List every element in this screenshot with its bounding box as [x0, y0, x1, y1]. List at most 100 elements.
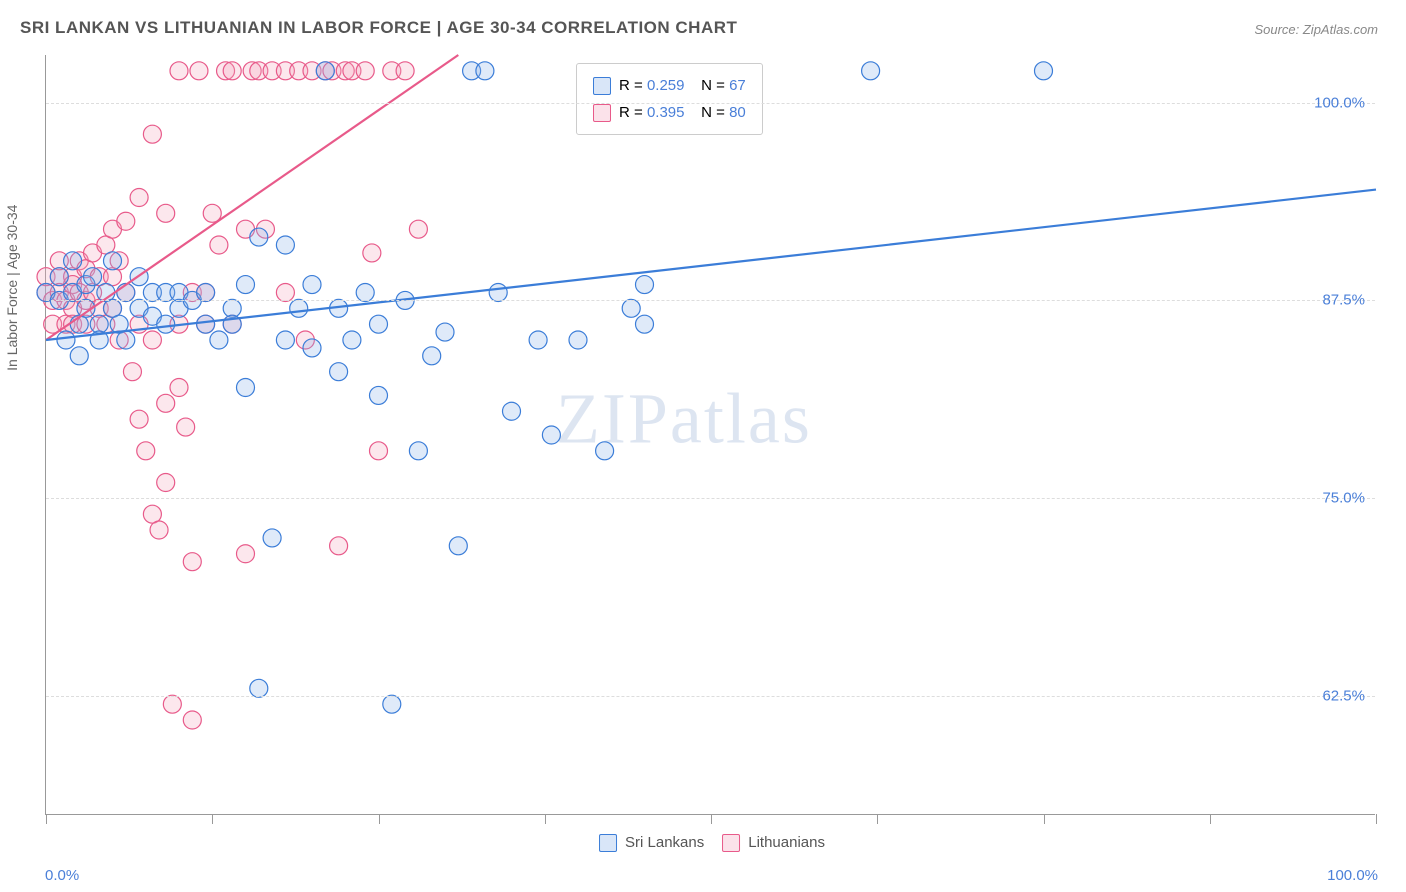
data-point	[250, 679, 268, 697]
x-tick	[1044, 814, 1045, 824]
data-point	[409, 442, 427, 460]
data-point	[183, 711, 201, 729]
legend-series-label: Lithuanians	[748, 834, 825, 851]
data-point	[476, 62, 494, 80]
data-point	[862, 62, 880, 80]
data-point	[117, 212, 135, 230]
y-axis-title: In Labor Force | Age 30-34	[4, 205, 20, 371]
data-point	[383, 695, 401, 713]
data-point	[489, 284, 507, 302]
stats-legend: R = 0.259 N = 67 R = 0.395 N = 80	[576, 63, 763, 135]
data-point	[396, 62, 414, 80]
data-point	[356, 62, 374, 80]
data-point	[57, 331, 75, 349]
data-point	[356, 284, 374, 302]
data-point	[622, 299, 640, 317]
trend-line	[46, 190, 1376, 340]
data-point	[276, 284, 294, 302]
data-point	[303, 339, 321, 357]
data-point	[50, 268, 68, 286]
data-point	[197, 284, 215, 302]
data-point	[117, 331, 135, 349]
data-point	[170, 379, 188, 397]
plot-svg	[46, 55, 1375, 814]
data-point	[409, 220, 427, 238]
data-point	[596, 442, 614, 460]
data-point	[343, 331, 361, 349]
legend-r-label: R =	[619, 104, 647, 121]
data-point	[64, 252, 82, 270]
data-point	[363, 244, 381, 262]
data-point	[183, 553, 201, 571]
data-point	[130, 189, 148, 207]
data-point	[157, 315, 175, 333]
data-point	[569, 331, 587, 349]
data-point	[370, 442, 388, 460]
data-point	[70, 347, 88, 365]
legend-n-value: 80	[729, 104, 746, 121]
legend-swatch	[593, 104, 611, 122]
data-point	[137, 442, 155, 460]
gridline	[46, 103, 1375, 104]
data-point	[237, 545, 255, 563]
data-point	[303, 276, 321, 294]
source-attribution: Source: ZipAtlas.com	[1254, 22, 1378, 37]
data-point	[503, 402, 521, 420]
data-point	[157, 204, 175, 222]
data-point	[223, 62, 241, 80]
data-point	[130, 410, 148, 428]
y-tick-label: 75.0%	[1322, 490, 1365, 507]
data-point	[370, 386, 388, 404]
data-point	[84, 268, 102, 286]
y-tick-label: 87.5%	[1322, 292, 1365, 309]
x-tick	[877, 814, 878, 824]
data-point	[210, 331, 228, 349]
legend-n-label: N =	[684, 104, 729, 121]
data-point	[163, 695, 181, 713]
data-point	[150, 521, 168, 539]
data-point	[542, 426, 560, 444]
x-tick	[379, 814, 380, 824]
x-tick	[1210, 814, 1211, 824]
legend-swatch	[722, 834, 740, 852]
legend-swatch	[599, 834, 617, 852]
x-min-label: 0.0%	[45, 867, 79, 884]
data-point	[190, 62, 208, 80]
data-point	[370, 315, 388, 333]
data-point	[104, 252, 122, 270]
gridline	[46, 300, 1375, 301]
data-point	[449, 537, 467, 555]
x-tick	[46, 814, 47, 824]
data-point	[123, 363, 141, 381]
data-point	[237, 276, 255, 294]
data-point	[177, 418, 195, 436]
data-point	[143, 125, 161, 143]
data-point	[423, 347, 441, 365]
gridline	[46, 696, 1375, 697]
data-point	[290, 299, 308, 317]
data-point	[210, 236, 228, 254]
y-tick-label: 100.0%	[1314, 94, 1365, 111]
x-tick	[212, 814, 213, 824]
gridline	[46, 498, 1375, 499]
data-point	[436, 323, 454, 341]
data-point	[330, 537, 348, 555]
data-point	[1035, 62, 1053, 80]
data-point	[143, 331, 161, 349]
legend-n-value: 67	[729, 77, 746, 94]
x-tick	[545, 814, 546, 824]
data-point	[250, 228, 268, 246]
legend-r-value: 0.259	[647, 77, 685, 94]
legend-r-value: 0.395	[647, 104, 685, 121]
x-tick	[1376, 814, 1377, 824]
data-point	[263, 529, 281, 547]
data-point	[117, 284, 135, 302]
legend-r-label: R =	[619, 77, 647, 94]
legend-n-label: N =	[684, 77, 729, 94]
chart-title: SRI LANKAN VS LITHUANIAN IN LABOR FORCE …	[20, 18, 737, 38]
data-point	[636, 315, 654, 333]
data-point	[276, 331, 294, 349]
legend-series-label: Sri Lankans	[625, 834, 704, 851]
data-point	[197, 315, 215, 333]
x-tick	[711, 814, 712, 824]
